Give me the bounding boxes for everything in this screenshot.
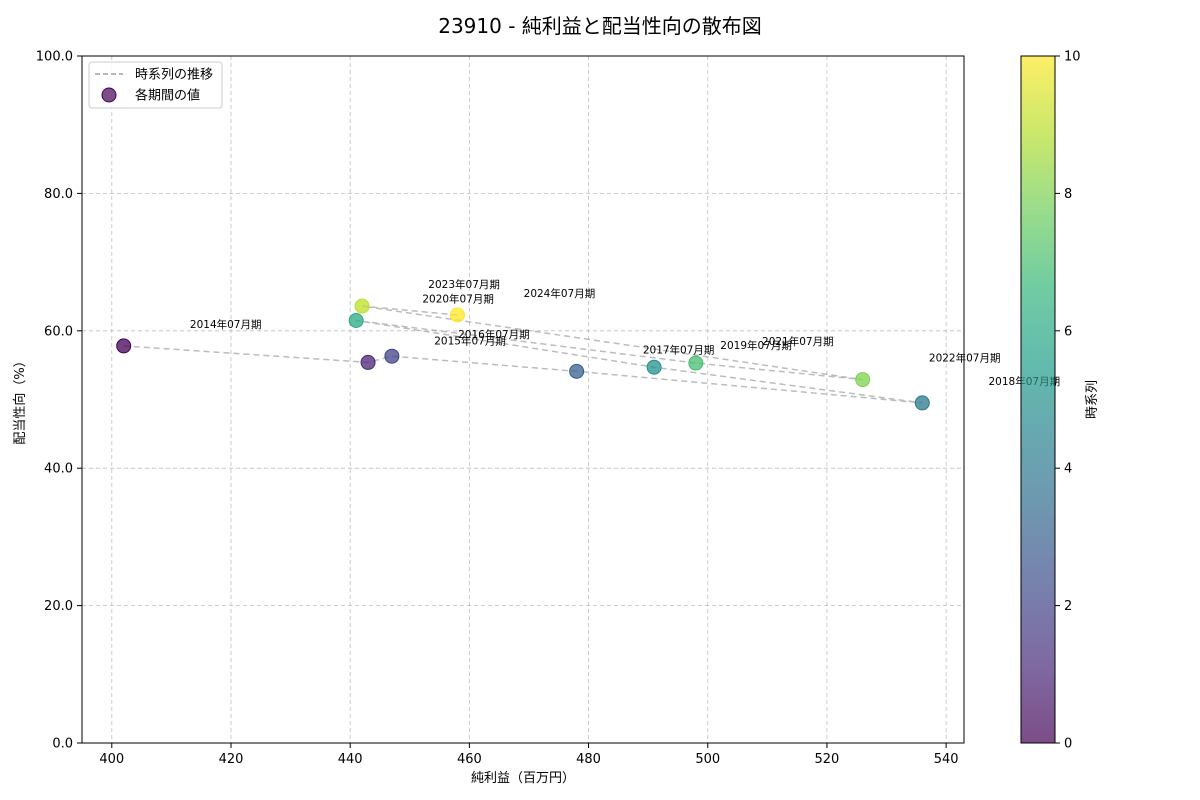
colorbar-tick-label: 2 [1064, 599, 1072, 614]
y-tick-label: 0.0 [52, 737, 73, 752]
point-label: 2017年07月期 [643, 343, 715, 356]
y-tick-label: 40.0 [44, 462, 73, 477]
point-label: 2021年07月期 [762, 335, 834, 348]
data-point [384, 348, 400, 364]
point-label: 2020年07月期 [422, 292, 494, 305]
point-labels: 2014年07月期2015年07月期2016年07月期2017年07月期2018… [190, 278, 1060, 388]
legend-marker-swatch [101, 87, 117, 103]
y-tick-label: 100.0 [36, 50, 73, 65]
x-tick-label: 520 [815, 752, 840, 767]
x-tick-label: 420 [219, 752, 244, 767]
colorbar-tick-label: 6 [1064, 324, 1072, 339]
data-point [914, 395, 930, 411]
data-point [688, 355, 704, 371]
data-point [449, 307, 465, 323]
point-label: 2015年07月期 [434, 334, 506, 347]
plot-area-frame [81, 55, 965, 744]
y-axis-label: 配当性向（%） [12, 354, 28, 444]
x-tick-label: 460 [457, 752, 482, 767]
axis-ticks: 400 420 440 460 480 500 520 540 0.0 20.0 40.0 60.0 8… [36, 50, 959, 768]
y-tick-label: 20.0 [44, 599, 73, 614]
colorbar-tick-label: 4 [1064, 462, 1072, 477]
y-tick-label: 60.0 [44, 324, 73, 339]
y-tick-label: 80.0 [44, 187, 73, 202]
data-point [348, 312, 364, 328]
data-point [855, 372, 871, 388]
chart-title: 23910 - 純利益と配当性向の散布図 [438, 14, 762, 38]
point-label: 2023年07月期 [428, 278, 500, 291]
colorbar-ticks: 0 2 4 6 8 10 [1055, 50, 1081, 752]
data-point [569, 363, 585, 379]
point-label: 2019年07月期 [720, 339, 792, 352]
x-tick-label: 480 [576, 752, 601, 767]
x-tick-label: 440 [338, 752, 363, 767]
data-point [116, 338, 132, 354]
data-point [354, 298, 370, 314]
colorbar-tick-label: 0 [1064, 737, 1072, 752]
x-tick-label: 400 [99, 752, 124, 767]
data-points [116, 298, 930, 411]
data-point [646, 359, 662, 375]
x-axis-label: 純利益（百万円） [471, 771, 575, 786]
legend-label-trend: 時系列の推移 [135, 68, 213, 83]
colorbar: 0 2 4 6 8 10 時系列 [1020, 50, 1100, 752]
point-label: 2014年07月期 [190, 318, 262, 331]
colorbar-label: 時系列 [1085, 380, 1100, 419]
legend: 時系列の推移 各期間の値 [88, 61, 223, 109]
colorbar-tick-label: 10 [1064, 50, 1081, 65]
colorbar-gradient [1020, 55, 1056, 744]
x-tick-label: 500 [695, 752, 720, 767]
point-label: 2022年07月期 [929, 352, 1001, 365]
colorbar-tick-label: 8 [1064, 187, 1072, 202]
data-point [360, 354, 376, 370]
legend-label-points: 各期間の値 [135, 88, 200, 104]
point-label: 2016年07月期 [458, 328, 530, 341]
grid [82, 55, 964, 744]
x-tick-label: 540 [934, 752, 959, 767]
point-label: 2024年07月期 [524, 287, 596, 300]
